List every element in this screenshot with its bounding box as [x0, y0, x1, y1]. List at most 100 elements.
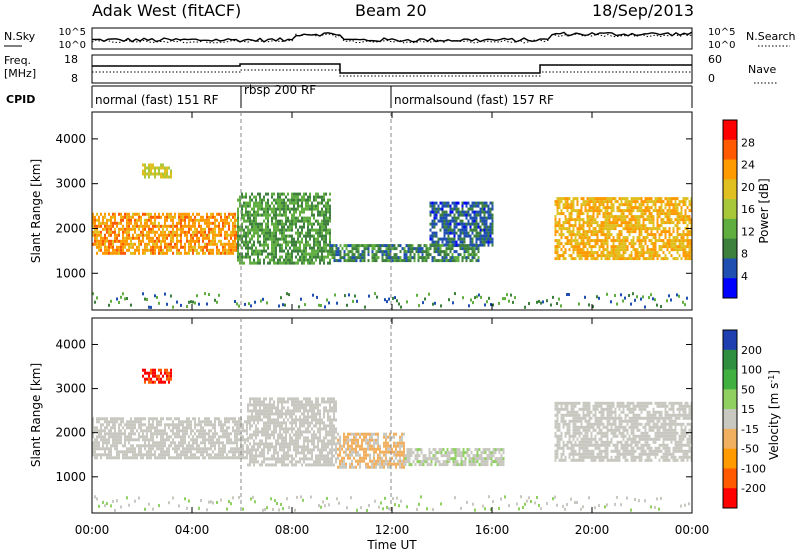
data-cell: [128, 245, 130, 249]
data-cell: [196, 438, 198, 442]
data-cell: [624, 251, 627, 255]
data-cell: [684, 303, 686, 307]
data-cell: [299, 213, 301, 217]
data-cell: [116, 236, 118, 240]
data-cell: [319, 430, 321, 434]
data-cell: [576, 212, 579, 216]
data-cell: [325, 201, 327, 205]
data-cell: [620, 233, 623, 237]
data-cell: [299, 258, 301, 262]
data-cell: [582, 227, 585, 231]
data-cell: [439, 247, 442, 251]
data-cell: [283, 222, 285, 226]
data-cell: [684, 239, 687, 243]
data-cell: [566, 197, 569, 201]
data-cell: [373, 253, 376, 257]
data-cell: [166, 432, 168, 436]
data-cell: [255, 219, 257, 223]
data-cell: [287, 219, 289, 223]
data-cell: [253, 228, 255, 232]
data-cell: [170, 224, 172, 228]
data-cell: [479, 207, 482, 211]
data-cell: [670, 197, 673, 201]
data-cell: [263, 240, 265, 244]
data-cell: [309, 252, 311, 256]
data-cell: [638, 209, 641, 213]
data-cell: [654, 236, 657, 240]
data-cell: [144, 423, 146, 427]
data-cell: [600, 251, 603, 255]
data-cell: [126, 215, 128, 219]
data-cell: [293, 418, 295, 422]
data-cell: [108, 429, 110, 433]
data-cell: [126, 212, 128, 216]
data-cell: [162, 435, 164, 439]
data-cell: [156, 417, 158, 421]
data-cell: [686, 215, 689, 219]
data-cell: [154, 169, 156, 173]
data-cell: [319, 222, 321, 226]
data-cell: [166, 248, 168, 252]
data-cell: [178, 423, 180, 427]
data-cell: [317, 240, 319, 244]
data-cell: [285, 243, 287, 247]
data-cell: [226, 242, 228, 246]
data-cell: [124, 450, 126, 454]
data-cell: [570, 203, 573, 207]
data-cell: [283, 445, 285, 449]
data-cell: [148, 172, 150, 176]
data-cell: [269, 463, 271, 467]
data-cell: [279, 448, 281, 452]
data-cell: [118, 245, 120, 249]
data-cell: [114, 441, 116, 445]
data-cell: [622, 251, 625, 255]
data-cell: [592, 230, 595, 234]
data-cell: [218, 293, 220, 297]
data-cell: [656, 215, 659, 219]
data-cell: [289, 460, 291, 464]
data-cell: [572, 197, 575, 201]
data-cell: [253, 400, 255, 404]
data-cell: [146, 429, 148, 433]
data-cell: [172, 230, 174, 234]
data-cell: [237, 231, 239, 235]
data-cell: [301, 430, 303, 434]
data-cell: [461, 228, 464, 232]
data-cell: [315, 219, 317, 223]
data-cell: [214, 218, 216, 222]
data-cell: [467, 222, 470, 226]
data-cell: [140, 450, 142, 454]
data-cell: [572, 218, 575, 222]
data-cell: [206, 245, 208, 249]
data-cell: [210, 420, 212, 424]
data-cell: [291, 409, 293, 413]
data-cell: [244, 441, 246, 445]
data-cell: [174, 423, 176, 427]
data-cell: [172, 224, 174, 228]
data-cell: [293, 421, 295, 425]
data-cell: [249, 433, 251, 437]
data-cell: [570, 209, 573, 213]
data-cell: [620, 221, 623, 225]
data-cell: [433, 207, 436, 211]
data-cell: [236, 420, 238, 424]
data-cell: [232, 441, 234, 445]
data-cell: [206, 215, 208, 219]
data-cell: [277, 198, 279, 202]
data-cell: [237, 243, 239, 247]
data-cell: [674, 197, 677, 201]
data-cell: [108, 242, 110, 246]
data-cell: [391, 247, 394, 251]
data-cell: [297, 403, 299, 407]
data-cell: [622, 239, 625, 243]
data-cell: [234, 224, 236, 228]
data-cell: [455, 231, 458, 235]
data-cell: [630, 218, 633, 222]
data-cell: [606, 218, 609, 222]
data-cell: [333, 259, 336, 263]
data-cell: [100, 242, 102, 246]
data-cell: [124, 245, 126, 249]
data-cell: [212, 230, 214, 234]
data-cell: [251, 249, 253, 253]
data-cell: [192, 429, 194, 433]
